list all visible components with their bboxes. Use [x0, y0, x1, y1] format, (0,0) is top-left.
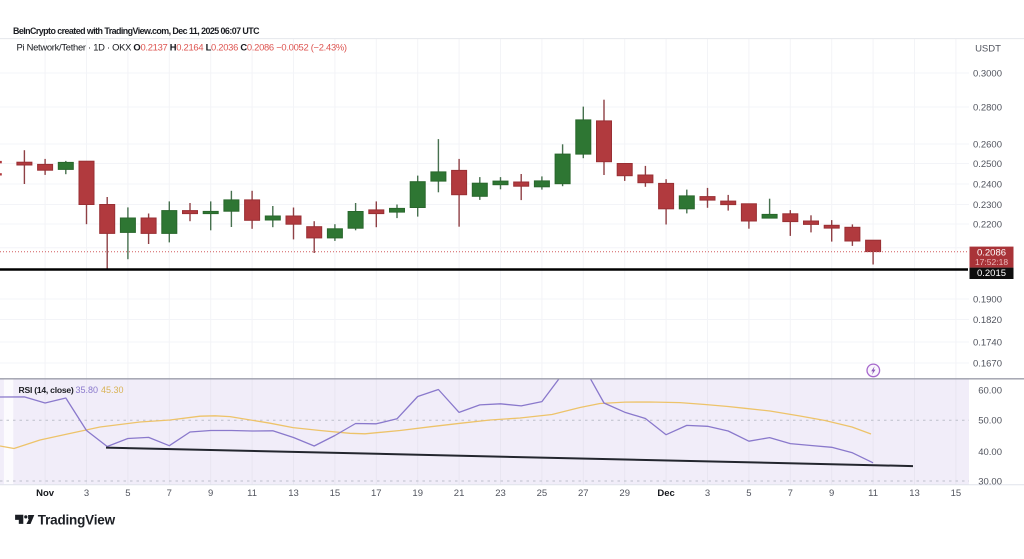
svg-text:0.2300: 0.2300	[973, 200, 1002, 211]
svg-text:3: 3	[84, 488, 89, 499]
svg-text:27: 27	[578, 488, 589, 499]
svg-text:30.00: 30.00	[978, 476, 1002, 487]
svg-text:19: 19	[412, 488, 423, 499]
svg-text:5: 5	[746, 488, 751, 499]
svg-text:35.80: 35.80	[76, 385, 99, 395]
svg-text:13: 13	[288, 488, 299, 499]
svg-text:0.1820: 0.1820	[973, 315, 1002, 326]
svg-text:Dec: Dec	[657, 488, 674, 499]
svg-text:0.2400: 0.2400	[973, 179, 1002, 190]
svg-text:50.00: 50.00	[978, 416, 1002, 427]
svg-text:29: 29	[619, 488, 630, 499]
svg-text:0.1740: 0.1740	[973, 337, 1002, 348]
svg-text:0.2015: 0.2015	[977, 268, 1006, 279]
svg-text:17:52:18: 17:52:18	[975, 257, 1008, 267]
svg-text:3: 3	[705, 488, 710, 499]
svg-text:45.30: 45.30	[101, 385, 124, 395]
svg-text:RSI (14, close): RSI (14, close)	[19, 385, 74, 395]
svg-text:0.3000: 0.3000	[973, 68, 1002, 79]
svg-text:21: 21	[454, 488, 465, 499]
svg-text:11: 11	[868, 488, 878, 499]
svg-text:0.2600: 0.2600	[973, 139, 1002, 150]
svg-text:0.2500: 0.2500	[973, 159, 1002, 170]
svg-text:USDT: USDT	[975, 43, 1001, 54]
svg-text:25: 25	[537, 488, 548, 499]
svg-text:5: 5	[125, 488, 130, 499]
svg-text:15: 15	[951, 488, 962, 499]
svg-text:BeInCrypto created with Tradin: BeInCrypto created with TradingView.com,…	[13, 26, 260, 36]
svg-text:7: 7	[167, 488, 172, 499]
svg-text:15: 15	[330, 488, 341, 499]
svg-text:9: 9	[829, 488, 834, 499]
svg-text:0.2086: 0.2086	[977, 247, 1006, 258]
svg-text:13: 13	[909, 488, 920, 499]
svg-text:9: 9	[208, 488, 213, 499]
svg-text:0.2200: 0.2200	[973, 219, 1002, 230]
svg-text:23: 23	[495, 488, 506, 499]
svg-text:0.2800: 0.2800	[973, 102, 1002, 113]
svg-text:40.00: 40.00	[978, 447, 1002, 458]
svg-text:0.1900: 0.1900	[973, 294, 1002, 305]
svg-text:11: 11	[247, 488, 257, 499]
svg-text:17: 17	[371, 488, 382, 499]
svg-text:7: 7	[788, 488, 793, 499]
svg-text:Nov: Nov	[36, 488, 55, 499]
svg-text:60.00: 60.00	[978, 385, 1002, 396]
svg-text:TradingView: TradingView	[38, 512, 116, 527]
svg-text:Pi Network/Tether · 1D · OKX: Pi Network/Tether · 1D · OKX O0.2137 H0.…	[17, 42, 347, 53]
svg-text:0.1670: 0.1670	[973, 358, 1002, 369]
